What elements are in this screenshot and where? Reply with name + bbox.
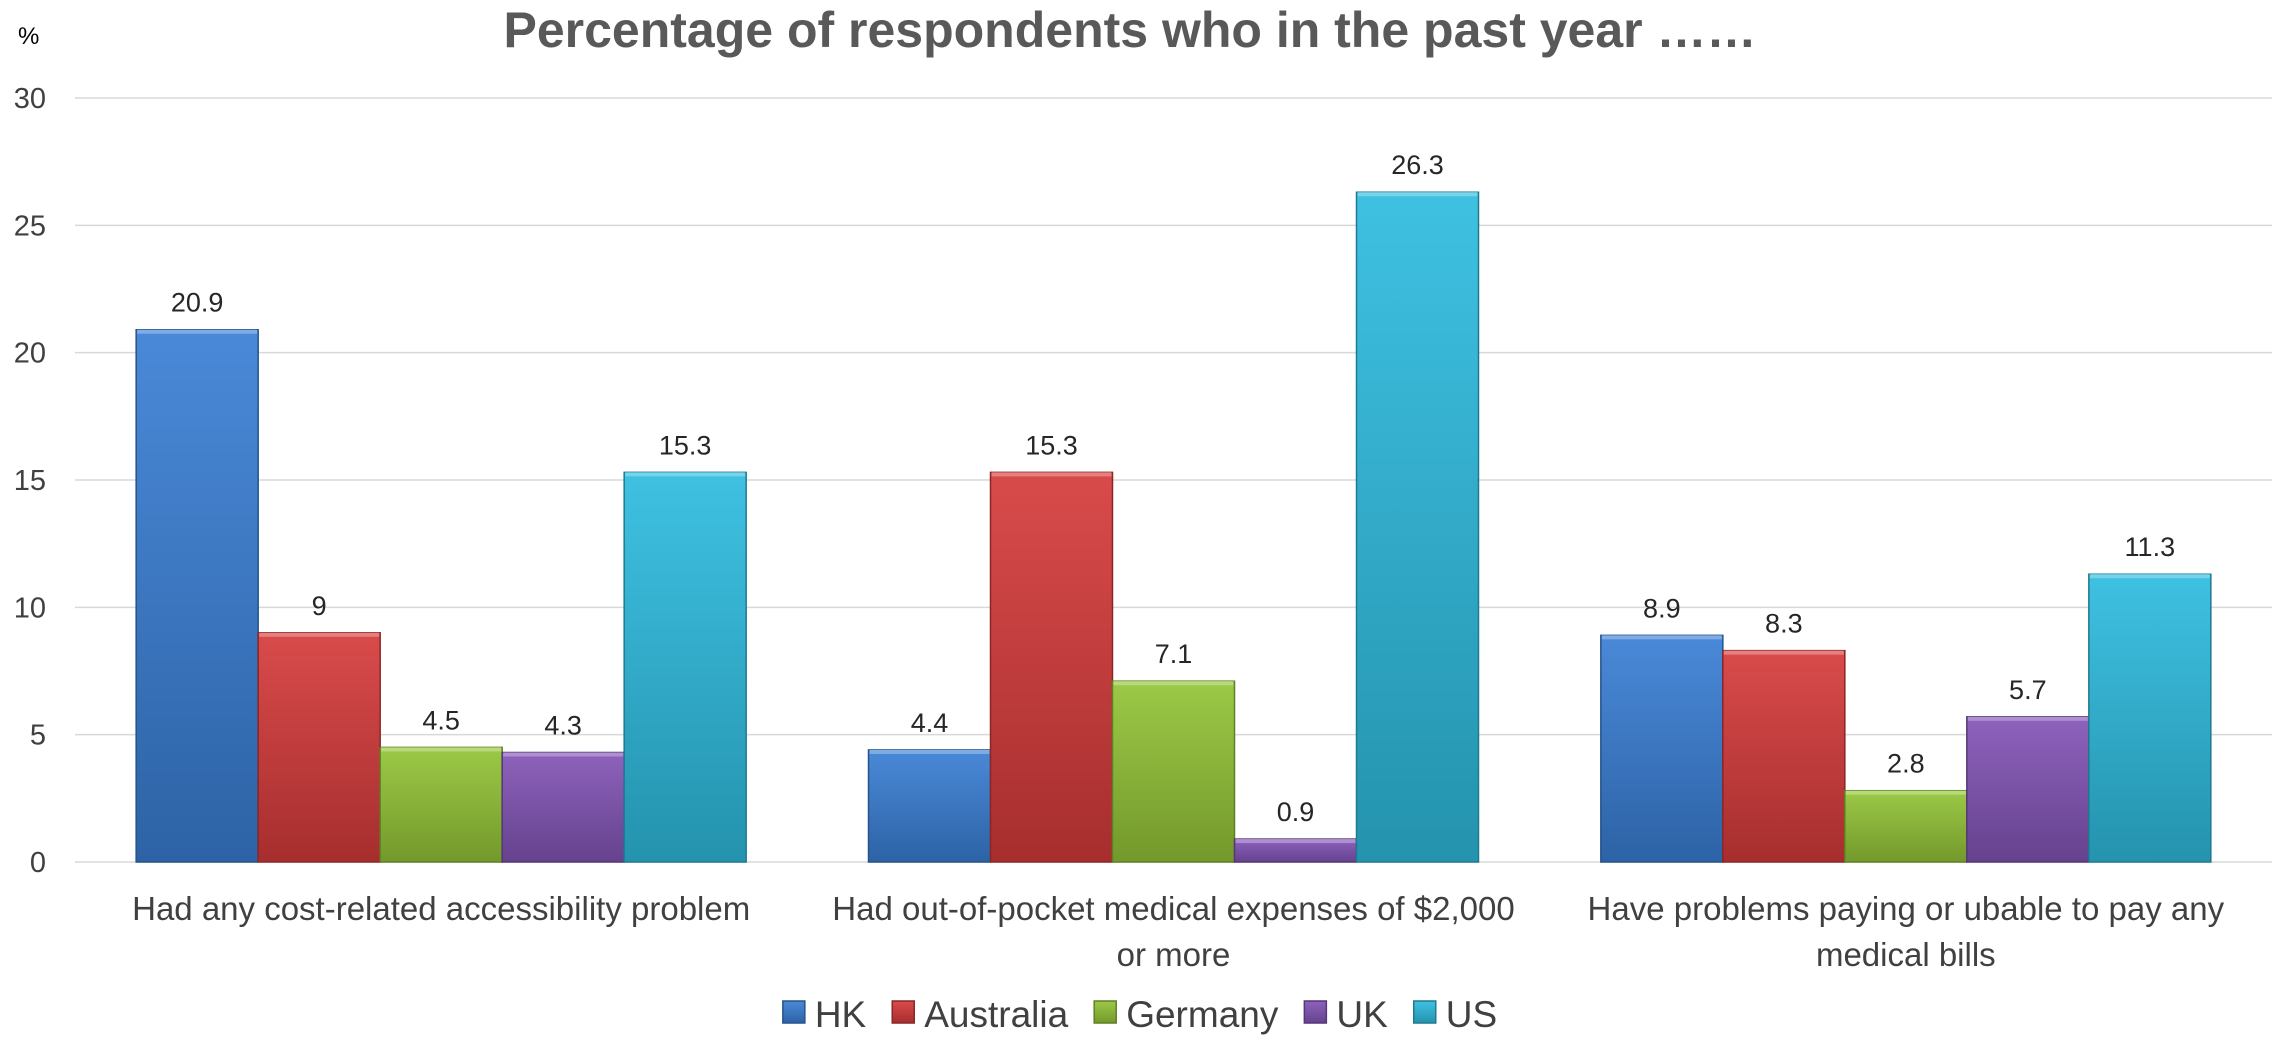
bars bbox=[135, 191, 2212, 863]
gridlines bbox=[75, 97, 2272, 863]
legend-swatch bbox=[1413, 1000, 1437, 1024]
bar bbox=[1600, 634, 1724, 863]
bar-body bbox=[2088, 573, 2212, 863]
legend-label: UK bbox=[1336, 994, 1388, 1035]
x-category-label: Have problems paying or ubable to pay an… bbox=[1588, 890, 2225, 973]
bar-top-highlight bbox=[1113, 681, 1234, 686]
y-tick-label: 0 bbox=[30, 847, 46, 879]
data-label: 7.1 bbox=[1155, 639, 1193, 669]
x-category-label-line: Had out-of-pocket medical expenses of $2… bbox=[832, 890, 1514, 927]
bar-body bbox=[257, 632, 381, 863]
legend-swatch bbox=[1303, 1000, 1328, 1024]
legend-item: HK bbox=[782, 994, 867, 1035]
bar-top-highlight bbox=[991, 472, 1112, 477]
data-label: 8.3 bbox=[1765, 609, 1803, 639]
legend-item: Australia bbox=[891, 994, 1069, 1035]
bar-body bbox=[989, 471, 1114, 863]
bar bbox=[1722, 649, 1846, 863]
bar-body bbox=[379, 746, 503, 863]
data-labels: 20.9 9 4.5 4.3 15.3 4.4 15.3 7.1 0.9 26.3 8.9 8.3 2.… bbox=[171, 150, 2175, 827]
bar-top-highlight bbox=[1357, 192, 1478, 197]
bar bbox=[1966, 716, 2090, 863]
bar bbox=[1111, 680, 1236, 863]
x-axis-categories: Had any cost-related accessibility probl… bbox=[132, 890, 2224, 973]
x-category-label-line: medical bills bbox=[1816, 936, 1996, 973]
data-label: 26.3 bbox=[1391, 150, 1444, 180]
bar bbox=[623, 471, 747, 863]
bar-body bbox=[1844, 789, 1968, 863]
x-category-label: Had any cost-related accessibility probl… bbox=[132, 890, 750, 927]
bar-top-highlight bbox=[1967, 716, 2088, 721]
legend-item: US bbox=[1413, 994, 1497, 1035]
data-label: 9 bbox=[312, 591, 327, 621]
bar-body bbox=[1722, 649, 1846, 863]
bar-body bbox=[1355, 191, 1480, 863]
bar-body bbox=[1966, 716, 2090, 863]
bar bbox=[2088, 573, 2212, 863]
bar-top-highlight bbox=[1723, 650, 1844, 655]
y-tick-label: 10 bbox=[14, 592, 46, 624]
bar-top-highlight bbox=[1845, 790, 1966, 795]
bar-body bbox=[623, 471, 747, 863]
bar-top-highlight bbox=[259, 632, 380, 637]
bar-top-highlight bbox=[625, 472, 746, 477]
bar-top-highlight bbox=[381, 747, 502, 752]
y-axis-unit-label: % bbox=[18, 23, 39, 50]
legend-swatch bbox=[782, 1000, 806, 1024]
legend-label: US bbox=[1446, 994, 1497, 1035]
legend-swatch bbox=[891, 1000, 915, 1024]
bar bbox=[1355, 191, 1480, 863]
legend-label: Germany bbox=[1126, 994, 1279, 1035]
data-label: 4.5 bbox=[422, 705, 460, 735]
data-label: 15.3 bbox=[1025, 430, 1078, 460]
bar-top-highlight bbox=[2089, 574, 2210, 579]
data-label: 5.7 bbox=[2009, 675, 2047, 705]
y-tick-label: 25 bbox=[14, 210, 46, 242]
data-label: 4.3 bbox=[544, 710, 582, 740]
x-category-label: Had out-of-pocket medical expenses of $2… bbox=[832, 890, 1514, 973]
legend-item: UK bbox=[1303, 994, 1388, 1035]
bar bbox=[1844, 789, 1968, 863]
legend-item: Germany bbox=[1093, 994, 1279, 1035]
bar-body bbox=[867, 749, 992, 863]
y-axis-ticks: 0 5 10 15 20 25 30 bbox=[14, 83, 46, 879]
bar bbox=[1233, 838, 1358, 863]
legend: HK Australia Germany UK US bbox=[782, 994, 1497, 1035]
data-label: 8.9 bbox=[1643, 593, 1681, 623]
bar-top-highlight bbox=[503, 752, 624, 757]
bar-body bbox=[1111, 680, 1236, 863]
chart-title: Percentage of respondents who in the pas… bbox=[503, 2, 1756, 58]
x-category-label-line: or more bbox=[1117, 936, 1231, 973]
x-category-label-line: Have problems paying or ubable to pay an… bbox=[1588, 890, 2225, 927]
y-tick-label: 30 bbox=[14, 83, 46, 115]
bar bbox=[379, 746, 503, 863]
bar-top-highlight bbox=[137, 329, 258, 334]
bar-top-highlight bbox=[1601, 635, 1722, 640]
bar-body bbox=[135, 328, 259, 863]
bar bbox=[257, 632, 381, 863]
bar-body bbox=[501, 751, 625, 863]
data-label: 20.9 bbox=[171, 288, 224, 318]
data-label: 0.9 bbox=[1277, 797, 1315, 827]
y-tick-label: 20 bbox=[14, 338, 46, 370]
y-tick-label: 5 bbox=[30, 720, 46, 752]
data-label: 2.8 bbox=[1887, 749, 1925, 779]
data-label: 11.3 bbox=[2125, 532, 2176, 562]
y-tick-label: 15 bbox=[14, 465, 46, 497]
bar bbox=[989, 471, 1114, 863]
legend-label: Australia bbox=[924, 994, 1068, 1035]
bar-body bbox=[1600, 634, 1724, 863]
data-label: 4.4 bbox=[911, 708, 949, 738]
x-category-label-line: Had any cost-related accessibility probl… bbox=[132, 890, 750, 927]
bar bbox=[501, 751, 625, 863]
bar-top-highlight bbox=[1235, 839, 1356, 844]
bar bbox=[135, 328, 259, 863]
bar bbox=[867, 749, 992, 863]
bar-top-highlight bbox=[869, 749, 990, 754]
data-label: 15.3 bbox=[659, 430, 712, 460]
legend-swatch bbox=[1093, 1000, 1117, 1024]
legend-label: HK bbox=[815, 994, 867, 1035]
